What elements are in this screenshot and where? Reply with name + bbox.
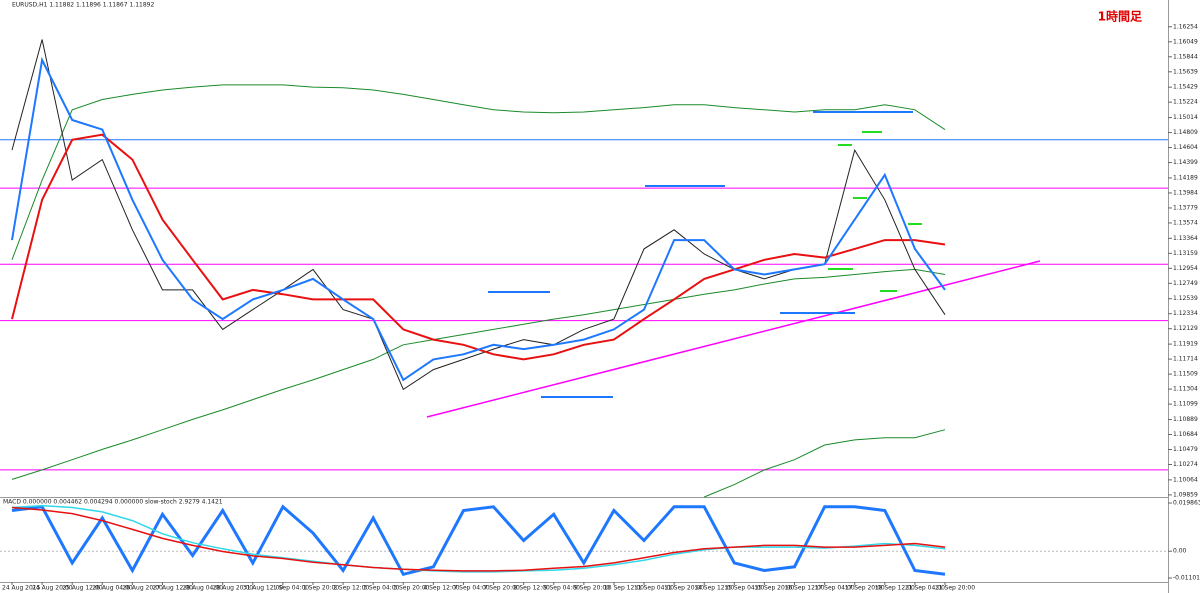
x-tick-label: 17 Sep 20:00 xyxy=(845,585,885,592)
x-tick-label: 7 Sep 04:00 xyxy=(453,585,489,592)
y-tick-label: 1.15224 xyxy=(1173,99,1198,106)
y-tick-label: 1.12129 xyxy=(1173,325,1198,332)
y-tick-label: 1.09859 xyxy=(1173,491,1198,498)
x-tick-label: 4 Sep 12:00 xyxy=(423,585,459,592)
series-line xyxy=(11,504,946,573)
y-tick-label: 1.11304 xyxy=(1173,386,1198,393)
x-tick-label: 1 Sep 04:00 xyxy=(273,585,309,592)
swing-marks xyxy=(828,131,922,292)
x-tick-label: 1 Sep 20:00 xyxy=(303,585,339,592)
x-tick-label: 28 Aug 20:00 xyxy=(213,585,254,592)
x-tick-label: 10 Sep 12:00 xyxy=(604,585,644,592)
series-line xyxy=(11,84,946,260)
x-tick-label: 8 Sep 12:00 xyxy=(514,585,550,592)
series-line xyxy=(11,506,946,572)
y-tick-label: 1.12954 xyxy=(1173,265,1198,272)
indicator-title: MACD 0.000000 0.004462 0.004294 0.000000… xyxy=(3,499,223,506)
y-tick-label: 1.15014 xyxy=(1173,114,1198,121)
x-tick-label: 21 Sep 04:00 xyxy=(905,585,945,592)
annotation: 1時間足 xyxy=(1098,9,1142,24)
x-tick-label: 3 Sep 20:00 xyxy=(393,585,429,592)
x-tick-label: 11 Sep 20:00 xyxy=(664,585,704,592)
series-line xyxy=(11,56,946,382)
y-tick-label: 1.12749 xyxy=(1173,280,1198,287)
x-tick-label: 16 Sep 12:00 xyxy=(785,585,825,592)
x-tick-label: 14 Sep 12:00 xyxy=(694,585,734,592)
x-tick-label: 2 Sep 12:00 xyxy=(333,585,369,592)
y-tick-label: 1.13159 xyxy=(1173,250,1198,257)
y-tick-label: -0.011019 xyxy=(1173,575,1200,582)
x-tick-label: 7 Sep 20:00 xyxy=(484,585,520,592)
x-tick-label: 9 Sep 20:00 xyxy=(574,585,610,592)
y-tick-label: 1.13364 xyxy=(1173,235,1198,242)
y-tick-label: 1.13984 xyxy=(1173,189,1198,196)
x-tick-label: 21 Sep 20:00 xyxy=(935,585,975,592)
y-tick-label: 1.11099 xyxy=(1173,401,1198,408)
y-tick-label: 1.10684 xyxy=(1173,431,1198,438)
series-line xyxy=(11,268,946,480)
x-tick-label: 24 Aug 20:00 xyxy=(32,585,73,592)
y-tick-label: 1.14809 xyxy=(1173,129,1198,136)
series-line xyxy=(11,504,946,577)
y-tick-label: 1.10064 xyxy=(1173,476,1198,483)
y-tick-label: 1.12539 xyxy=(1173,295,1198,302)
y-tick-label: 1.15844 xyxy=(1173,53,1198,60)
x-tick-label: 26 Aug 04:00 xyxy=(92,585,133,592)
y-tick-label: 0.019863 xyxy=(1173,500,1200,507)
y-tick-label: 1.13574 xyxy=(1173,219,1198,226)
y-tick-label: 0.00 xyxy=(1173,548,1187,555)
resistance-marks xyxy=(488,111,913,398)
y-tick-label: 1.16254 xyxy=(1173,23,1198,30)
series-line xyxy=(704,429,946,498)
x-tick-label: 25 Aug 12:00 xyxy=(62,585,103,592)
y-tick-label: 1.16049 xyxy=(1173,38,1198,45)
y-tick-label: 1.14189 xyxy=(1173,174,1198,181)
x-tick-label: 27 Aug 12:00 xyxy=(152,585,193,592)
x-tick-label: 15 Sep 04:00 xyxy=(724,585,764,592)
y-tick-label: 1.13779 xyxy=(1173,204,1198,211)
x-tick-label: 26 Aug 20:00 xyxy=(122,585,163,592)
y-tick-label: 1.12334 xyxy=(1173,310,1198,317)
y-tick-label: 1.14399 xyxy=(1173,159,1198,166)
x-tick-label: 15 Sep 20:00 xyxy=(754,585,794,592)
y-tick-label: 1.14604 xyxy=(1173,144,1198,151)
x-tick-label: 24 Aug 2015 xyxy=(2,585,41,592)
x-tick-label: 28 Aug 04:00 xyxy=(183,585,224,592)
chart-title: EURUSD,H1 1.11882 1.11896 1.11867 1.1189… xyxy=(12,2,154,9)
y-tick-label: 1.15429 xyxy=(1173,84,1198,91)
x-tick-label: 9 Sep 04:00 xyxy=(544,585,580,592)
x-tick-label: 3 Sep 04:00 xyxy=(363,585,399,592)
trendline xyxy=(426,260,1041,418)
x-tick-label: 31 Aug 12:00 xyxy=(243,585,284,592)
y-tick-label: 1.11509 xyxy=(1173,371,1198,378)
x-tick-label: 18 Sep 12:00 xyxy=(875,585,915,592)
y-tick-label: 1.15639 xyxy=(1173,68,1198,75)
y-tick-label: 1.10274 xyxy=(1173,461,1198,468)
y-tick-label: 1.11714 xyxy=(1173,356,1198,363)
x-tick-label: 17 Sep 04:00 xyxy=(815,585,855,592)
x-tick-label: 11 Sep 04:00 xyxy=(634,585,674,592)
y-tick-label: 1.11919 xyxy=(1173,341,1198,348)
y-tick-label: 1.10889 xyxy=(1173,416,1198,423)
y-tick-label: 1.10479 xyxy=(1173,446,1198,453)
